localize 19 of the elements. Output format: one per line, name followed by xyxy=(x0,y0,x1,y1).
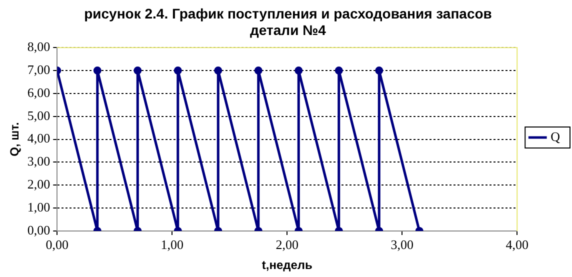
y-tick-label: 3,00 xyxy=(27,154,50,169)
legend-label: Q xyxy=(550,128,561,144)
x-tick-label: 4,00 xyxy=(506,237,528,252)
x-tick-label: 1,00 xyxy=(160,237,184,252)
x-tick-label: 0,00 xyxy=(46,237,69,252)
x-tick-label: 3,00 xyxy=(390,237,414,252)
text: детали №4 xyxy=(250,22,326,38)
y-tick-label: 4,00 xyxy=(27,130,50,146)
y-tick-label: 8,00 xyxy=(27,39,50,54)
y-tick-label: 5,00 xyxy=(27,108,50,123)
x-tick-label: 2,00 xyxy=(276,237,299,252)
y-tick-label: 0,00 xyxy=(27,222,50,238)
y-axis-title: Q, шт. xyxy=(8,122,22,156)
y-tick-label: 1,00 xyxy=(27,199,50,214)
y-tick-label: 6,00 xyxy=(27,84,50,100)
text: рисунок 2.4. График поступления и расходования запасов xyxy=(84,5,492,22)
y-tick-label: 2,00 xyxy=(27,176,50,192)
x-axis-title: t,недель xyxy=(262,258,312,272)
y-tick-label: 7,00 xyxy=(27,62,50,77)
